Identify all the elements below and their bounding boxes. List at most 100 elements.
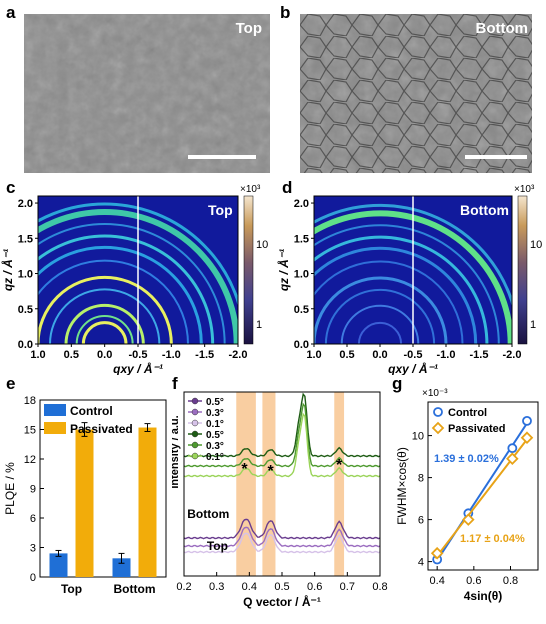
bar	[49, 553, 68, 577]
intensity-profile-chart: * * * Bottom Top 0.5° 0.3° 0.1° 0.5° 0.3° 0.1° 0.2 0…	[169, 380, 392, 619]
y-tick-label: 15	[24, 425, 36, 437]
y-axis-label: qz / Å⁻¹	[277, 249, 291, 291]
x-axis-label: 4sin(θ)	[464, 589, 503, 603]
ring-group	[314, 196, 512, 344]
sem-image-top: Top	[24, 14, 270, 173]
y-tick-label: 2.0	[18, 198, 33, 210]
y-tick-label: 6	[418, 515, 424, 527]
y-tick-label: 1.5	[18, 233, 33, 245]
x-tick-label: -1.5	[470, 349, 489, 361]
profile-curve	[183, 392, 381, 458]
x-tick-label: -1.0	[162, 349, 181, 361]
bar	[138, 427, 157, 577]
x-axis-label: qxy / Å⁻¹	[388, 362, 438, 375]
y-tick-label: 1.0	[18, 269, 33, 281]
colorbar-exponent: ×10³	[240, 184, 261, 195]
x-tick-label: 0.0	[97, 349, 112, 361]
colorbar	[243, 195, 254, 345]
data-point	[520, 431, 534, 444]
diffraction-ring	[81, 321, 128, 344]
diffraction-ring	[314, 276, 448, 344]
diffraction-ring	[357, 321, 403, 344]
y-tick-label: 0.5	[294, 304, 309, 316]
sem-label-top: Top	[235, 20, 262, 37]
bar	[112, 558, 131, 577]
legend-marker	[431, 421, 445, 435]
data-point	[506, 452, 519, 465]
legend-label: Control	[70, 404, 113, 418]
x-tick-label: 0.4	[242, 581, 257, 593]
x-tick-label: -1.0	[437, 349, 456, 361]
williamson-hall-chart: 4 6 8 10 0.4 0.6 0.8 ×10⁻³ Control 1.39 ± 0.02% Pa…	[392, 380, 546, 619]
legend-label: 0.3°	[206, 441, 224, 452]
diffraction-ring	[38, 245, 203, 344]
legend-marker	[191, 452, 199, 460]
data-point	[430, 546, 444, 560]
colorbar-exponent: ×10³	[514, 184, 535, 195]
legend-marker	[191, 397, 199, 405]
y-tick-label: 1.0	[294, 269, 309, 281]
legend-swatch	[44, 404, 66, 416]
colorbar-tick-label: 10	[256, 239, 268, 251]
x-tick-label: Bottom	[114, 582, 156, 596]
highlight-band	[334, 392, 345, 576]
y-tick-label: 4	[418, 557, 424, 569]
panel-letter-a: a	[6, 3, 16, 22]
y-axis-label: PLQE / %	[3, 462, 17, 515]
fit-label: 1.17 ± 0.04%	[460, 533, 525, 545]
highlight-band	[236, 392, 256, 576]
diffraction-ring	[314, 235, 489, 344]
y-tick-label: 0	[30, 572, 36, 584]
x-tick-label: 0.5	[64, 349, 79, 361]
diffraction-ring	[340, 304, 420, 344]
legend-label: 0.5°	[206, 397, 224, 408]
x-tick-label: 0.5	[339, 349, 354, 361]
x-axis-label: Q vector / Å⁻¹	[243, 594, 321, 609]
diffraction-ring	[314, 260, 464, 344]
profile-curve	[183, 526, 381, 548]
panel-letter-d: d	[282, 178, 293, 197]
giwaxs-label-top: Top	[208, 202, 233, 218]
diffraction-ring	[314, 246, 478, 344]
y-tick-label: 18	[24, 395, 36, 407]
diffraction-ring	[38, 223, 226, 344]
legend-label: 0.1°	[206, 452, 224, 463]
diffraction-ring	[38, 209, 238, 344]
panel-letter-f: f	[172, 374, 178, 393]
sem-label-bottom: Bottom	[475, 20, 529, 37]
y-exponent: ×10⁻³	[422, 388, 448, 399]
x-tick-label: 0.7	[340, 581, 355, 593]
diffraction-ring	[314, 224, 500, 344]
group-label: Bottom	[187, 507, 229, 521]
x-tick-label: 0.6	[307, 581, 322, 593]
giwaxs-label-bottom: Bottom	[460, 202, 509, 218]
legend-label: 0.1°	[206, 419, 224, 430]
data-point	[462, 513, 475, 526]
legend-marker	[191, 408, 199, 416]
y-tick-label: 3	[30, 543, 36, 555]
x-tick-label: 1.0	[306, 349, 321, 361]
data-point	[507, 443, 518, 454]
x-tick-label: -1.5	[195, 349, 214, 361]
legend-swatch	[44, 422, 66, 434]
y-tick-label: 2.0	[294, 198, 309, 210]
data-point	[522, 416, 532, 426]
legend-label: Passivated	[448, 423, 505, 435]
y-tick-label: 6	[30, 513, 36, 525]
x-tick-label: -2.0	[503, 349, 522, 361]
sem-image-bottom: Bottom	[300, 14, 532, 173]
giwaxs-panel-top: ×10³ 10 1 1.0 0.5 0.0 -0.5 -1.0 -1.5 -2.0 2.0 1.5 1.…	[0, 180, 276, 376]
y-axis-label: qz / Å⁻¹	[1, 249, 15, 291]
y-tick-label: 8	[418, 473, 424, 485]
x-tick-label: 1.0	[30, 349, 45, 361]
legend-marker	[191, 419, 199, 427]
peak-asterisk: *	[336, 457, 343, 474]
x-tick-label: Top	[61, 582, 82, 596]
x-tick-label: 0.8	[372, 581, 387, 593]
x-tick-label: 0.4	[430, 575, 445, 587]
colorbar-tick-label: 10	[530, 239, 542, 251]
x-tick-label: 0.5	[274, 581, 289, 593]
legend-label: Passivated	[70, 422, 133, 436]
fit-label: 1.39 ± 0.02%	[434, 453, 499, 465]
plqe-bar-chart: 0 3 6 9 12 15 18 Top Bottom Control Passivated PLQE…	[0, 380, 172, 619]
